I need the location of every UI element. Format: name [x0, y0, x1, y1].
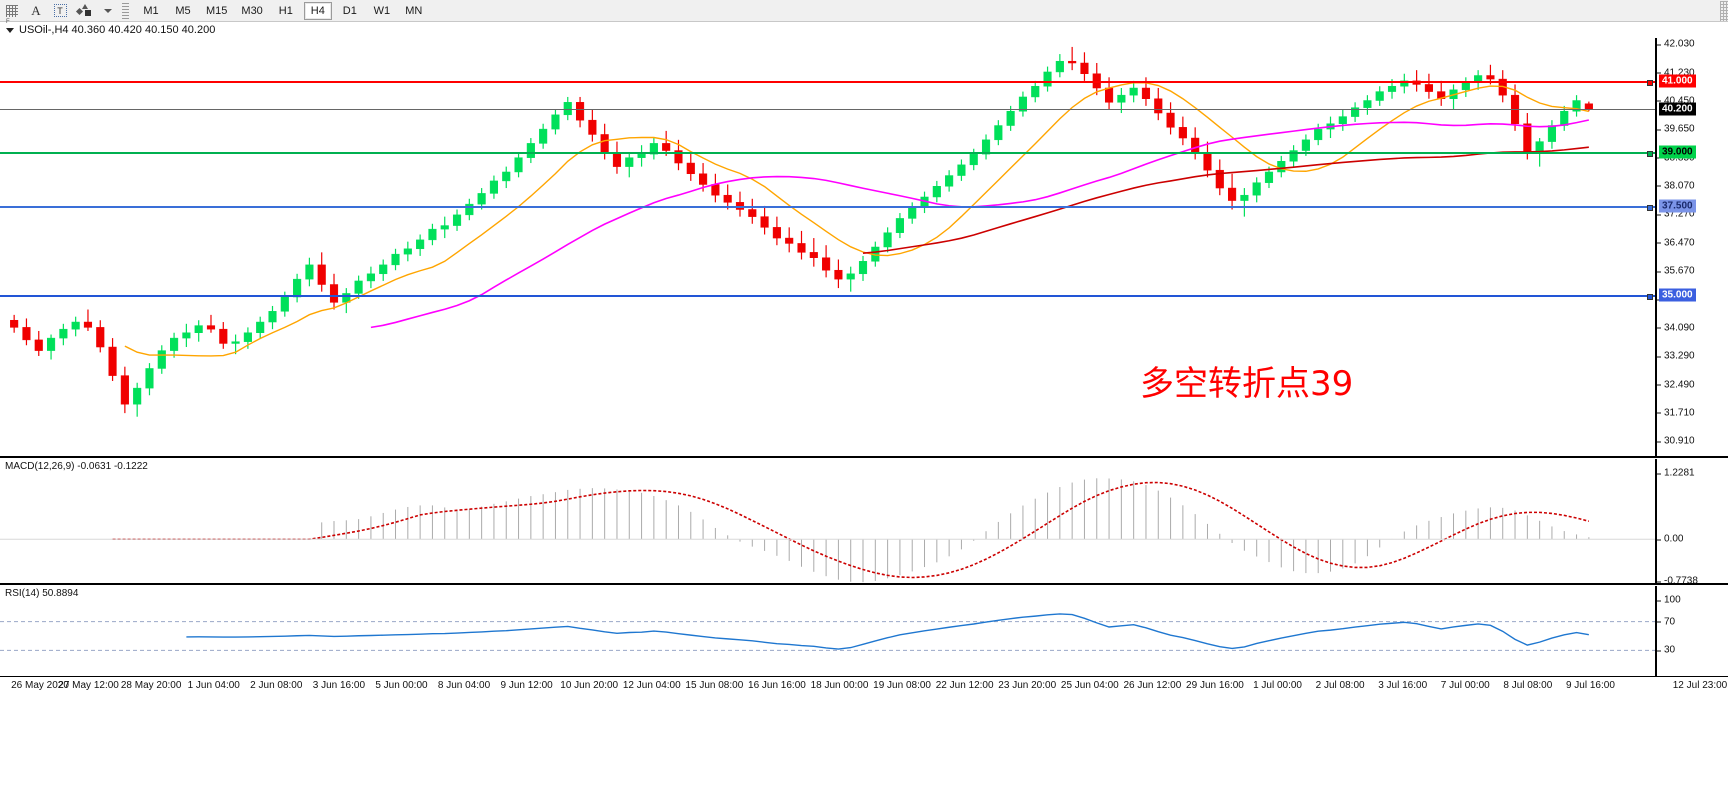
- current-price-badge: 40.200: [1659, 102, 1696, 116]
- shapes-icon[interactable]: [72, 1, 96, 21]
- time-tick: 26 May 2020: [11, 680, 69, 691]
- text-label-icon[interactable]: A: [31, 2, 41, 18]
- time-tick: 10 Jun 20:00: [560, 680, 619, 691]
- price-tick: 40.450: [1657, 95, 1695, 106]
- timeframe-m1[interactable]: M1: [143, 4, 159, 17]
- rsi-axis: 100 70 30: [1655, 586, 1728, 676]
- price-tick: 31.710: [1657, 407, 1695, 418]
- current-price-line: [0, 109, 1655, 111]
- timeframe-d1[interactable]: D1: [342, 4, 357, 17]
- macd-tick: 1.2281: [1657, 468, 1695, 479]
- timeframe-m30[interactable]: M30: [241, 4, 263, 17]
- time-tick: 26 Jun 12:00: [1123, 680, 1182, 691]
- grid-crosshair-icon[interactable]: [0, 1, 24, 25]
- level-badge-35-000[interactable]: 35.000: [1659, 288, 1696, 302]
- level-line-37-500[interactable]: [0, 204, 1655, 211]
- time-axis[interactable]: 26 May 2020 27 May 12:00 28 May 20:00 1 Jun…: [0, 676, 1728, 792]
- timeframe-h1[interactable]: H1: [278, 4, 293, 17]
- macd-tick: -0.7738: [1657, 576, 1698, 587]
- time-tick: 2 Jun 08:00: [250, 680, 303, 691]
- time-tick: 15 Jun 08:00: [685, 680, 744, 691]
- macd-chart-svg: [0, 478, 1655, 583]
- macd-label: MACD(12,26,9) -0.0631 -0.1222: [5, 461, 148, 472]
- price-tick: 33.290: [1657, 351, 1695, 362]
- time-tick: 3 Jun 16:00: [312, 680, 366, 691]
- time-tick: 19 Jun 08:00: [873, 680, 931, 691]
- price-tick: 38.070: [1657, 180, 1695, 191]
- level-drag-handle[interactable]: [1647, 79, 1653, 86]
- price-chart-svg: [10, 46, 1593, 417]
- timeframe-m5[interactable]: M5: [175, 4, 191, 17]
- timeframe-h4[interactable]: H4: [303, 1, 332, 20]
- time-tick: 1 Jun 04:00: [187, 680, 240, 691]
- timeframe-group: M1 M5 M15 M30 H1 H4 D1 W1 MN: [135, 1, 430, 20]
- rsi-tick: 70: [1657, 616, 1675, 627]
- time-tick: 27 May 12:00: [58, 680, 119, 691]
- chart-annotation-text: 多空转折点39: [1140, 364, 1354, 404]
- time-tick: 3 Jul 16:00: [1378, 680, 1428, 691]
- price-tick: 41.230: [1657, 67, 1695, 78]
- time-tick: 28 May 20:00: [120, 680, 182, 691]
- time-tick: 18 Jun 00:00: [810, 680, 869, 691]
- time-tick: 22 Jun 12:00: [935, 680, 994, 691]
- level-badge-39-000[interactable]: 39.000: [1659, 145, 1696, 159]
- time-tick: 12 Jul 23:00: [1672, 680, 1728, 691]
- main-toolbar: A T M1 M5 M15 M30 H1 H4 D1 W1 MN: [0, 0, 1728, 25]
- rsi-tick: 100: [1657, 595, 1681, 606]
- time-tick: 5 Jun 00:00: [375, 680, 428, 691]
- level-drag-handle[interactable]: [1647, 151, 1653, 158]
- level-line-39-000[interactable]: [0, 151, 1655, 158]
- price-tick: 42.030: [1657, 39, 1695, 50]
- level-badge-37-500[interactable]: 37.500: [1659, 199, 1696, 213]
- rsi-panel[interactable]: RSI(14) 50.8894: [0, 586, 1655, 676]
- price-tick: 32.490: [1657, 379, 1695, 390]
- price-tick: 37.270: [1657, 209, 1695, 220]
- time-tick: 8 Jun 04:00: [437, 680, 491, 691]
- time-tick: 29 Jun 16:00: [1186, 680, 1244, 691]
- level-drag-handle[interactable]: [1647, 204, 1653, 211]
- chevron-down-icon[interactable]: [96, 1, 120, 21]
- price-tick: 36.470: [1657, 237, 1695, 248]
- price-tick: 39.650: [1657, 124, 1695, 135]
- toolbar-right-grip[interactable]: [1720, 0, 1728, 21]
- time-tick: 9 Jun 12:00: [500, 680, 553, 691]
- rsi-chart-svg: [0, 613, 1655, 651]
- macd-tick: 0.00: [1657, 534, 1683, 545]
- symbol-ohlc-text: USOil-,H4 40.360 40.420 40.150 40.200: [19, 24, 216, 36]
- time-axis-line: [0, 676, 1728, 677]
- macd-panel[interactable]: MACD(12,26,9) -0.0631 -0.1222: [0, 459, 1655, 583]
- rsi-label: RSI(14) 50.8894: [5, 588, 79, 599]
- time-tick: 1 Jul 00:00: [1253, 680, 1302, 691]
- level-drag-handle[interactable]: [1647, 294, 1653, 301]
- timeframe-m15[interactable]: M15: [206, 4, 228, 17]
- macd-axis: 1.2281 0.00 -0.7738: [1655, 459, 1728, 587]
- price-chart-panel[interactable]: 多空转折点39: [0, 38, 1655, 456]
- divider-price-macd: [0, 456, 1728, 458]
- divider-macd-rsi: [0, 583, 1728, 585]
- symbol-info-bar: USOil-,H4 40.360 40.420 40.150 40.200: [0, 23, 1728, 37]
- toolbar-grip[interactable]: [122, 2, 129, 19]
- time-tick: 9 Jul 16:00: [1565, 680, 1615, 691]
- time-tick: 12 Jun 04:00: [622, 680, 681, 691]
- level-line-41-000[interactable]: [0, 79, 1655, 86]
- collapse-triangle-icon[interactable]: [6, 27, 14, 33]
- text-box-icon[interactable]: T: [48, 1, 72, 21]
- price-axis[interactable]: 42.03041.23040.45039.65038.85038.07037.2…: [1655, 38, 1728, 456]
- timeframe-w1[interactable]: W1: [373, 4, 391, 17]
- time-tick: 2 Jul 08:00: [1315, 680, 1365, 691]
- time-tick: 7 Jul 00:00: [1440, 680, 1490, 691]
- price-tick: 30.910: [1657, 436, 1695, 447]
- time-tick: 16 Jun 16:00: [748, 680, 806, 691]
- time-tick: 23 Jun 20:00: [998, 680, 1057, 691]
- time-tick: 25 Jun 04:00: [1060, 680, 1119, 691]
- timeframe-mn[interactable]: MN: [405, 4, 423, 17]
- time-tick: 8 Jul 08:00: [1503, 680, 1553, 691]
- price-tick: 34.090: [1657, 322, 1695, 333]
- level-line-35-000[interactable]: [0, 294, 1655, 301]
- rsi-tick: 30: [1657, 645, 1675, 656]
- price-tick: 35.670: [1657, 266, 1695, 277]
- level-badge-41-000[interactable]: 41.000: [1659, 74, 1696, 88]
